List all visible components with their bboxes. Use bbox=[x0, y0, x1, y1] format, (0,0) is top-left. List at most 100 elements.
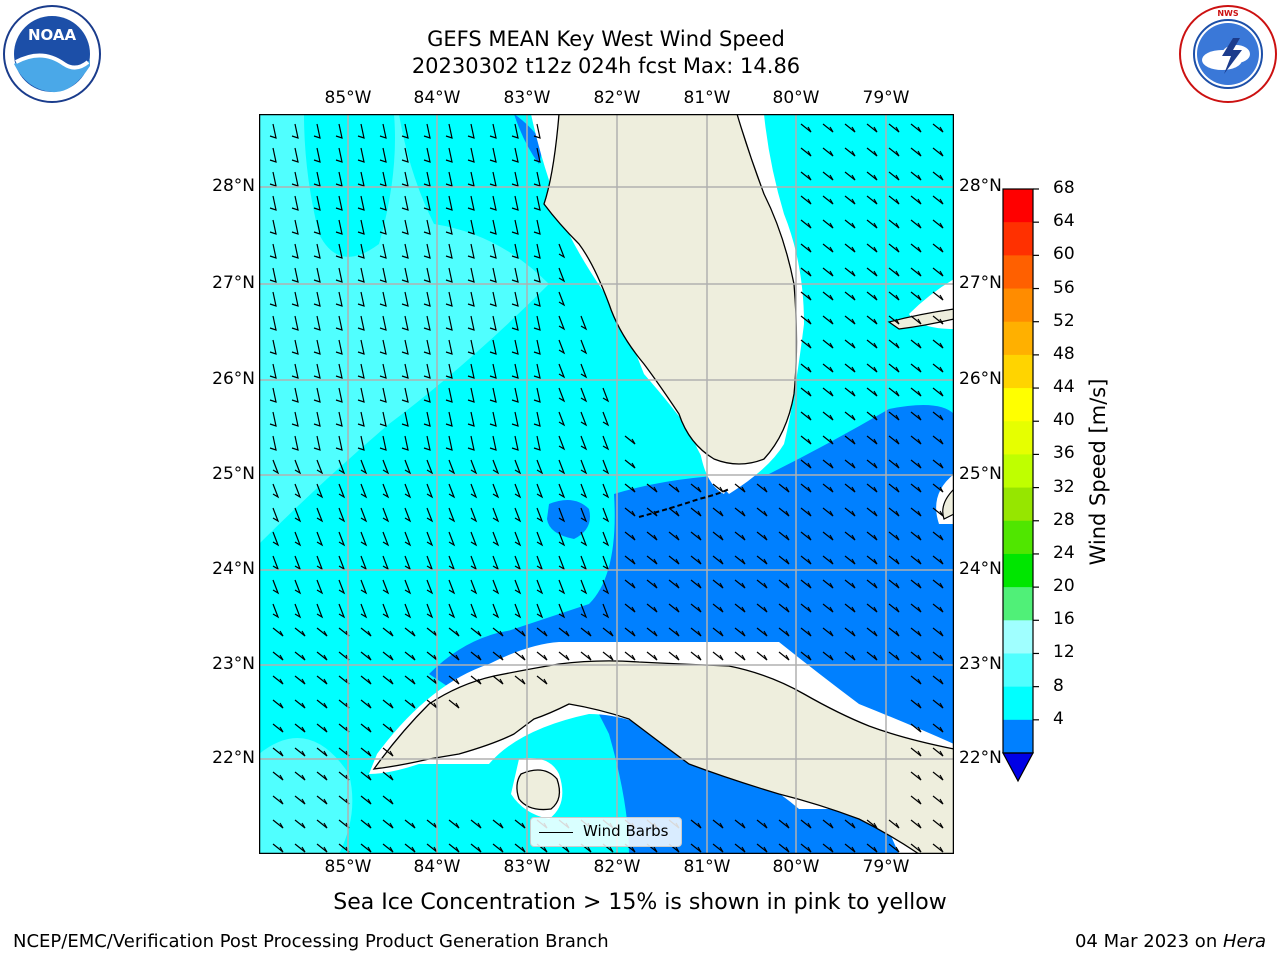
wind-barb bbox=[624, 435, 636, 445]
wind-barb bbox=[888, 435, 900, 445]
wind-barb bbox=[335, 315, 343, 331]
wind-barb bbox=[511, 123, 519, 139]
wind-barb bbox=[338, 507, 346, 523]
wind-barb bbox=[888, 459, 900, 469]
lon-tick-top: 82°W bbox=[593, 88, 641, 108]
wind-barb bbox=[734, 579, 746, 589]
wind-barb bbox=[382, 747, 394, 757]
wind-barb bbox=[379, 147, 387, 163]
lat-tick-left: 22°N bbox=[212, 748, 255, 768]
wind-barb bbox=[580, 531, 588, 547]
wind-barb bbox=[511, 267, 519, 283]
wind-barb bbox=[291, 123, 299, 139]
wind-barb bbox=[910, 267, 922, 277]
wind-barb bbox=[489, 339, 497, 355]
wind-barb bbox=[888, 171, 900, 181]
wind-barb bbox=[932, 387, 944, 397]
wind-barb bbox=[646, 579, 658, 589]
colorbar-tick: 64 bbox=[1053, 211, 1075, 232]
wind-barb bbox=[313, 267, 321, 283]
wind-barb bbox=[668, 483, 680, 493]
wind-barb bbox=[272, 747, 284, 757]
wind-barb bbox=[888, 363, 900, 373]
wind-barb bbox=[316, 747, 328, 757]
wind-barb bbox=[423, 267, 431, 283]
wind-barb bbox=[888, 123, 900, 133]
wind-barb bbox=[294, 579, 302, 595]
wind-barb bbox=[580, 507, 588, 523]
wind-barb bbox=[580, 483, 588, 499]
wind-barb bbox=[379, 435, 387, 451]
wind-barb bbox=[932, 219, 944, 229]
wind-barb bbox=[423, 315, 431, 331]
wind-barb bbox=[489, 219, 497, 235]
colorbar-bin bbox=[1003, 487, 1033, 522]
wind-barb bbox=[404, 675, 416, 685]
wind-barb bbox=[888, 315, 900, 325]
wind-barb bbox=[470, 579, 478, 595]
wind-barb bbox=[467, 123, 475, 139]
wind-barb bbox=[668, 531, 680, 541]
wind-barb bbox=[800, 243, 812, 253]
wind-barb bbox=[294, 507, 302, 523]
wind-barb bbox=[910, 483, 922, 493]
wind-barb bbox=[734, 603, 746, 613]
wind-barb bbox=[423, 435, 431, 451]
wind-barb bbox=[379, 411, 387, 427]
wind-barb bbox=[533, 435, 541, 451]
footer-host: Hera bbox=[1222, 931, 1266, 952]
wind-barbs bbox=[269, 123, 944, 853]
wind-barb bbox=[866, 219, 878, 229]
wind-barb bbox=[360, 627, 372, 637]
wind-barb bbox=[360, 795, 372, 805]
lon-tick-bot: 80°W bbox=[772, 857, 820, 877]
wind-barb bbox=[269, 171, 277, 187]
wind-barb bbox=[511, 315, 519, 331]
colorbar-label: Wind Speed [m/s] bbox=[1086, 378, 1110, 566]
wind-barb bbox=[822, 243, 834, 253]
wind-barb bbox=[800, 411, 812, 421]
wind-barb bbox=[756, 651, 768, 661]
wind-barb bbox=[536, 603, 544, 619]
wind-barb bbox=[470, 459, 478, 475]
wind-barb bbox=[536, 531, 544, 547]
wind-barb bbox=[602, 531, 610, 547]
colorbar-tick: 4 bbox=[1053, 708, 1064, 729]
wind-barb bbox=[313, 171, 321, 187]
wind-barb bbox=[357, 435, 365, 451]
wind-barb bbox=[357, 387, 365, 403]
wind-barb bbox=[756, 579, 768, 589]
wind-barb bbox=[822, 459, 834, 469]
wind-barb bbox=[932, 171, 944, 181]
wind-barb bbox=[888, 651, 900, 661]
wind-barb bbox=[360, 771, 372, 781]
wind-barb bbox=[866, 411, 878, 421]
wind-barb bbox=[624, 603, 636, 613]
wind-barb bbox=[558, 627, 570, 637]
wind-barb bbox=[624, 555, 636, 565]
wind-barb bbox=[335, 267, 343, 283]
wind-barb bbox=[866, 435, 878, 445]
wind-barb bbox=[514, 651, 526, 661]
wind-barb bbox=[382, 843, 394, 853]
wind-barb bbox=[291, 411, 299, 427]
wind-barb bbox=[800, 291, 812, 301]
wind-barb bbox=[888, 627, 900, 637]
wind-barb bbox=[932, 579, 944, 589]
wind-barb bbox=[382, 483, 390, 499]
wind-barb bbox=[316, 531, 324, 547]
wind-barb bbox=[533, 171, 541, 187]
wind-barb bbox=[489, 315, 497, 331]
wind-barb bbox=[338, 531, 346, 547]
wind-barb bbox=[511, 387, 519, 403]
wind-barb bbox=[536, 459, 544, 475]
wind-barb bbox=[712, 531, 724, 541]
colorbar-tick: 28 bbox=[1053, 509, 1075, 530]
lon-tick-top: 83°W bbox=[503, 88, 551, 108]
wind-barb bbox=[360, 723, 372, 733]
wind-barb bbox=[382, 531, 390, 547]
wind-barb bbox=[800, 315, 812, 325]
wind-barb bbox=[357, 243, 365, 259]
wind-barb bbox=[335, 243, 343, 259]
colorbar-bin bbox=[1003, 553, 1033, 588]
